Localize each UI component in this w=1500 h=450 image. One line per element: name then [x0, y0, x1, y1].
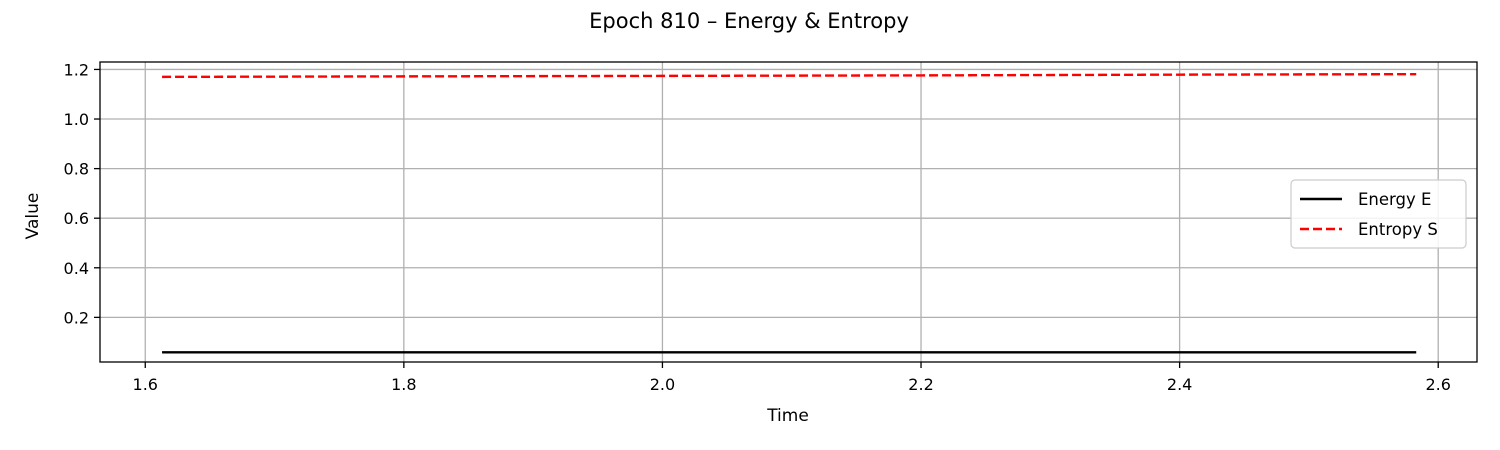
x-tick-label: 1.8 — [391, 375, 416, 394]
chart-title: Epoch 810 – Energy & Entropy — [589, 9, 909, 33]
series-line-entropy-s — [162, 72, 1417, 79]
x-tick-label: 2.6 — [1425, 375, 1450, 394]
x-axis-label: Time — [766, 406, 809, 426]
grid — [100, 62, 1477, 362]
axis-ticks: 1.6 1.8 2.0 2.2 2.4 2.6 0.2 0.4 0.6 0.8 1.0 1.2 — [64, 60, 1451, 394]
x-tick-label: 1.6 — [133, 375, 158, 394]
legend-box — [1290, 179, 1467, 249]
y-tick-label: 1.2 — [64, 60, 89, 79]
y-tick-label: 0.6 — [64, 209, 89, 228]
legend-label-entropy: Entropy S — [1358, 220, 1438, 239]
y-tick-label: 1.0 — [64, 110, 89, 129]
legend-label-energy: Energy E — [1358, 190, 1431, 209]
plot-area-frame — [99, 61, 1478, 363]
legend: Energy E Entropy S — [1290, 179, 1467, 249]
y-axis-label: Value — [23, 193, 43, 240]
y-tick-label: 0.8 — [64, 160, 89, 179]
series-lines — [162, 72, 1417, 354]
y-tick-label: 0.2 — [64, 308, 89, 327]
x-tick-label: 2.2 — [908, 375, 933, 394]
x-tick-label: 2.0 — [650, 375, 675, 394]
x-tick-label: 2.4 — [1167, 375, 1192, 394]
y-tick-label: 0.4 — [64, 259, 89, 278]
